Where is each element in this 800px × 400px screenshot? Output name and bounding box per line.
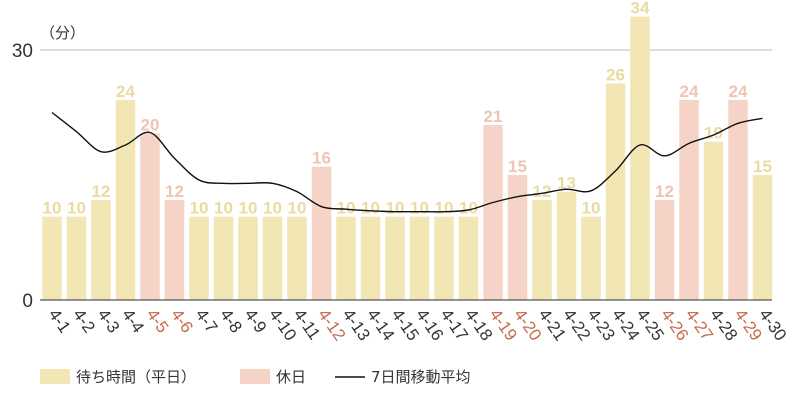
x-tick-label-4-7: 4-7: [192, 305, 222, 336]
y-tick-label-0: 0: [22, 291, 33, 312]
bar-4-13: [336, 216, 356, 300]
bar-4-22: [556, 191, 577, 300]
data-label-4-19: 21: [484, 107, 503, 126]
bar-4-1: [42, 216, 62, 300]
data-label-4-26: 12: [655, 182, 674, 201]
legend-swatch-1: [240, 369, 270, 384]
data-label-4-18: 10: [459, 199, 478, 218]
data-label-4-4: 24: [116, 82, 135, 101]
y-tick-label-30: 30: [12, 41, 33, 62]
bar-4-16: [409, 216, 430, 300]
bar-4-11: [287, 216, 307, 300]
data-label-4-6: 12: [165, 182, 184, 201]
data-label-4-10: 10: [263, 199, 282, 218]
bar-4-29: [728, 100, 748, 300]
bar-4-19: [483, 125, 503, 300]
data-label-4-14: 10: [361, 199, 380, 218]
data-label-4-5: 20: [141, 115, 160, 134]
bar-4-26: [654, 200, 675, 300]
bar-4-15: [385, 216, 405, 300]
bar-4-2: [66, 216, 87, 300]
bar-4-14: [360, 216, 381, 300]
data-label-4-22: 13: [557, 174, 576, 193]
bar-4-12: [311, 166, 332, 300]
data-label-4-29: 24: [729, 82, 748, 101]
x-tick-label-4-9: 4-9: [241, 305, 271, 336]
x-tick-label-4-8: 4-8: [216, 305, 246, 336]
data-label-4-17: 10: [435, 199, 454, 218]
x-tick-label-4-3: 4-3: [94, 305, 124, 336]
bar-4-8: [213, 216, 234, 300]
x-tick-label-4-5: 4-5: [143, 305, 173, 336]
data-label-4-12: 16: [312, 149, 331, 168]
data-label-4-25: 34: [631, 0, 650, 18]
bar-4-9: [238, 216, 258, 300]
x-tick-label-4-1: 4-1: [45, 305, 75, 336]
bar-4-7: [189, 216, 209, 300]
data-label-4-21: 12: [533, 182, 552, 201]
data-label-4-7: 10: [190, 199, 209, 218]
data-label-4-23: 10: [582, 199, 601, 218]
data-label-4-16: 10: [410, 199, 429, 218]
bar-4-6: [164, 200, 185, 300]
data-label-4-15: 10: [386, 199, 405, 218]
bar-4-17: [434, 216, 454, 300]
x-tick-label-4-2: 4-2: [69, 305, 99, 336]
bar-4-5: [140, 133, 160, 300]
bar-4-3: [91, 200, 111, 300]
bar-4-28: [703, 141, 724, 300]
data-label-4-30: 15: [753, 157, 772, 176]
y-unit-label: （分）: [40, 25, 85, 42]
bar-4-10: [262, 216, 283, 300]
legend-label-2: 7日間移動平均: [371, 368, 471, 386]
bar-4-20: [507, 175, 528, 300]
data-label-4-3: 12: [92, 182, 111, 201]
data-label-4-1: 10: [43, 199, 62, 218]
bar-4-25: [630, 16, 650, 301]
data-label-4-28: 19: [704, 124, 723, 143]
data-label-4-27: 24: [680, 82, 699, 101]
data-label-4-8: 10: [214, 199, 233, 218]
moving-average-line: [51, 111, 763, 213]
legend-swatch-0: [40, 369, 70, 384]
data-label-4-20: 15: [508, 157, 527, 176]
legend-label-1: 休日: [276, 368, 306, 386]
bar-4-27: [679, 100, 699, 300]
x-tick-label-4-6: 4-6: [167, 305, 197, 336]
bar-4-4: [115, 100, 136, 300]
data-label-4-11: 10: [288, 199, 307, 218]
data-label-4-2: 10: [67, 199, 86, 218]
bar-4-23: [581, 216, 601, 300]
bar-4-21: [532, 200, 552, 300]
bar-4-24: [605, 83, 626, 300]
legend-label-0: 待ち時間（平日）: [76, 368, 196, 386]
data-label-4-13: 10: [337, 199, 356, 218]
data-label-4-9: 10: [239, 199, 258, 218]
bar-4-30: [752, 175, 773, 300]
bar-4-18: [458, 216, 479, 300]
data-label-4-24: 26: [606, 65, 625, 84]
x-tick-label-4-4: 4-4: [118, 305, 148, 336]
